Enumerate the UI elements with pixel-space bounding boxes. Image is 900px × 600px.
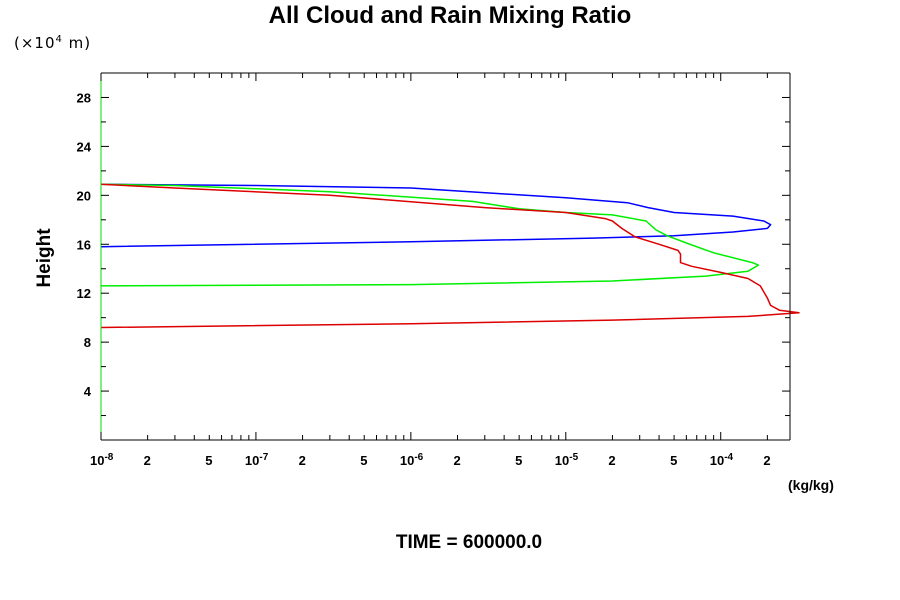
y-tick-label: 28 <box>77 90 91 105</box>
y-axis-label: Height <box>34 228 55 288</box>
x-tick-exponent: -6 <box>414 452 423 463</box>
x-tick-label: 10-8 <box>90 452 114 468</box>
x-tick-label: 10-5 <box>555 452 579 468</box>
x-tick-exponent: -4 <box>724 452 733 463</box>
series-line-2 <box>100 183 760 287</box>
y-tick-label: 8 <box>84 335 91 350</box>
plot-frame <box>100 72 791 441</box>
x-tick-label: 2 <box>763 453 770 468</box>
x-tick-label: 5 <box>515 453 522 468</box>
x-axis-unit-label: (kg/kg) <box>788 477 834 493</box>
x-tick-label: 5 <box>360 453 367 468</box>
x-tick-label: 10-6 <box>400 452 424 468</box>
x-tick-exponent: -7 <box>259 452 268 463</box>
x-tick-label: 5 <box>670 453 677 468</box>
x-tick-label: 2 <box>608 453 615 468</box>
time-label: TIME = 600000.0 <box>395 532 543 553</box>
y-unit-prefix: (×10 <box>14 34 56 52</box>
x-tick-exponent: -5 <box>569 452 578 463</box>
x-tick-label: 10-7 <box>245 452 269 468</box>
y-unit-suffix: m) <box>62 34 92 52</box>
y-tick-label: 20 <box>77 188 91 203</box>
tick-layer <box>100 73 790 440</box>
y-tick-label: 16 <box>77 237 91 252</box>
y-unit-exponent: 4 <box>55 34 63 45</box>
x-tick-label: 2 <box>299 453 306 468</box>
chart-title: All Cloud and Rain Mixing Ratio <box>268 2 632 29</box>
x-tick-label: 2 <box>453 453 460 468</box>
series-line-3 <box>100 183 800 329</box>
y-axis-unit-label: (×104 m) <box>14 34 91 52</box>
y-tick-label: 4 <box>84 384 92 399</box>
tick-label-layer: 4 8 12 16 20 24 28 10-8 2 5 10-7 2 5 10-6 2 5 10-5 2 5 10-4… <box>77 90 771 468</box>
y-tick-label: 12 <box>77 286 91 301</box>
series-layer <box>100 183 800 329</box>
x-tick-exponent: -8 <box>104 452 113 463</box>
y-tick-label: 24 <box>77 139 92 154</box>
series-line-1 <box>100 183 772 248</box>
x-tick-label: 2 <box>144 453 151 468</box>
x-tick-label: 10-4 <box>710 452 734 468</box>
x-tick-label: 5 <box>205 453 212 468</box>
